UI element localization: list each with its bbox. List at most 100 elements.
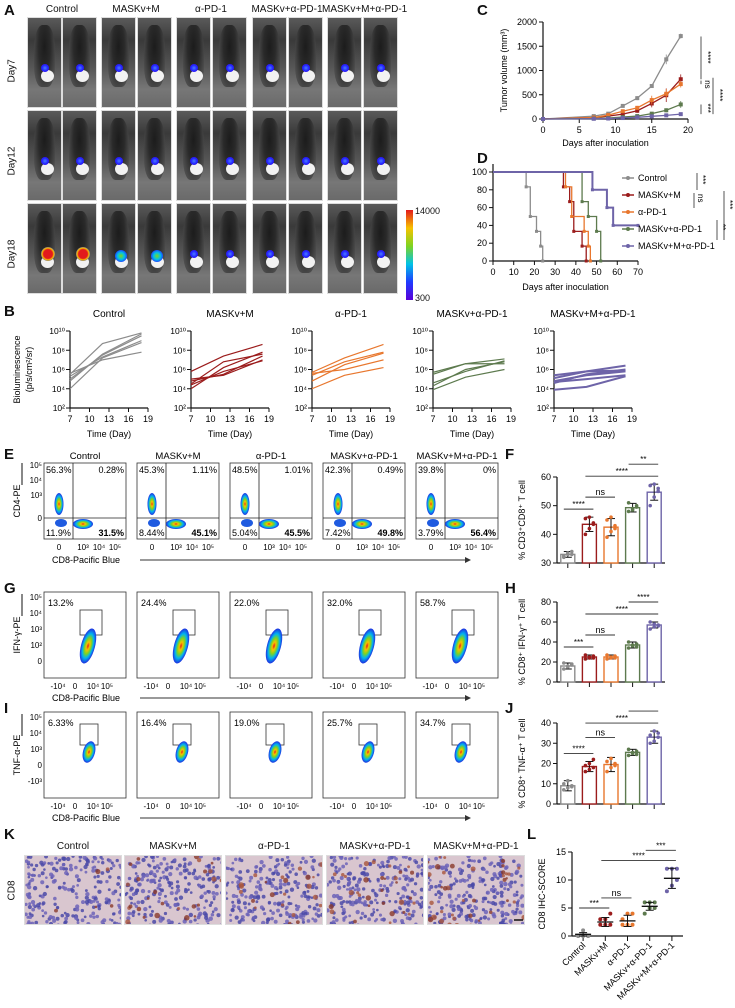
nucleus bbox=[118, 905, 121, 910]
sig-label: **** bbox=[637, 593, 649, 602]
nucleus bbox=[149, 870, 154, 875]
nucleus bbox=[276, 872, 281, 877]
colorbar-min-label: 300 bbox=[415, 293, 431, 303]
nucleus bbox=[334, 865, 338, 869]
nucleus bbox=[411, 909, 416, 914]
data-point bbox=[652, 729, 656, 733]
nucleus bbox=[144, 856, 148, 859]
mouse-trajectory bbox=[311, 352, 384, 382]
nucleus bbox=[182, 857, 187, 862]
panel-letter-l: L bbox=[527, 826, 537, 843]
nucleus bbox=[184, 876, 187, 880]
x-tick-label: 0 bbox=[445, 802, 450, 811]
x-tick-label: -10⁴ bbox=[237, 802, 253, 811]
nucleus bbox=[249, 875, 254, 880]
nucleus bbox=[415, 872, 420, 876]
nucleus bbox=[263, 911, 267, 916]
nucleus bbox=[437, 883, 442, 888]
data-point bbox=[583, 769, 588, 774]
nucleus bbox=[251, 916, 256, 920]
nucleus bbox=[515, 907, 519, 911]
nucleus bbox=[428, 858, 431, 862]
mouse-trajectory bbox=[69, 335, 142, 380]
data-point bbox=[620, 922, 625, 927]
x-tick-label: 10⁵ bbox=[380, 682, 392, 691]
nucleus bbox=[40, 880, 45, 885]
cd8-positive-cell bbox=[251, 898, 255, 903]
cd8-positive-cell bbox=[501, 858, 506, 864]
nucleus bbox=[216, 856, 221, 861]
nucleus bbox=[506, 887, 510, 892]
nucleus bbox=[507, 903, 512, 907]
nucleus bbox=[181, 924, 184, 925]
nucleus bbox=[54, 868, 59, 873]
x-axis-label: Time (Day) bbox=[208, 429, 252, 439]
data-point bbox=[562, 661, 566, 665]
nucleus bbox=[213, 907, 218, 912]
nucleus bbox=[483, 883, 487, 887]
cd8-positive-cell bbox=[438, 856, 442, 859]
data-point bbox=[664, 866, 669, 871]
cd8-positive-cell bbox=[367, 904, 371, 908]
data-point bbox=[678, 34, 683, 39]
nucleus bbox=[520, 921, 524, 924]
x-tick-label: -10⁴ bbox=[330, 682, 346, 691]
nucleus bbox=[499, 884, 504, 888]
data-point bbox=[620, 109, 625, 114]
data-point bbox=[642, 911, 647, 916]
nucleus bbox=[96, 900, 100, 904]
cd8-positive-cell bbox=[501, 870, 506, 875]
nucleus bbox=[276, 908, 281, 913]
cd8-positive-cell bbox=[191, 904, 197, 909]
nucleus bbox=[380, 918, 384, 922]
legend-label: MASKv+M+α-PD-1 bbox=[638, 241, 715, 251]
nucleus bbox=[197, 913, 202, 918]
group-label: α-PD-1 bbox=[195, 4, 227, 15]
censor-mark bbox=[528, 215, 532, 218]
nucleus bbox=[208, 903, 212, 908]
nucleus bbox=[220, 900, 221, 902]
cd8-positive-cell bbox=[128, 862, 133, 867]
ihc-image bbox=[24, 855, 122, 925]
tumor-signal bbox=[151, 250, 164, 263]
nucleus bbox=[63, 886, 68, 891]
nucleus bbox=[129, 886, 134, 891]
nucleus bbox=[474, 919, 479, 923]
nucleus bbox=[437, 900, 441, 904]
x-tick-label: -10⁴ bbox=[330, 802, 346, 811]
x-tick-label: 16 bbox=[607, 414, 617, 424]
data-point bbox=[652, 900, 657, 905]
tumor-halo bbox=[376, 69, 390, 82]
cd8-positive-cell bbox=[439, 918, 444, 924]
nucleus bbox=[447, 870, 453, 876]
nucleus bbox=[255, 865, 259, 869]
nucleus bbox=[134, 872, 138, 875]
nucleus bbox=[53, 896, 57, 901]
ihc-image bbox=[225, 855, 323, 925]
nucleus bbox=[504, 866, 508, 870]
nucleus bbox=[348, 895, 352, 898]
nucleus bbox=[178, 922, 181, 924]
nucleus bbox=[337, 885, 342, 890]
dn-population bbox=[148, 519, 160, 527]
nucleus bbox=[296, 904, 301, 909]
y-tick-label: 60 bbox=[541, 617, 551, 627]
nucleus bbox=[332, 856, 337, 859]
nucleus bbox=[125, 892, 128, 897]
cd8-positive-cell bbox=[343, 874, 347, 879]
mouse-trajectory bbox=[190, 343, 263, 372]
nucleus bbox=[117, 875, 121, 880]
group-label: α-PD-1 bbox=[258, 841, 290, 852]
cd8-positive-cell bbox=[383, 877, 387, 881]
nucleus bbox=[348, 921, 352, 924]
nucleus bbox=[477, 859, 482, 864]
nucleus bbox=[76, 883, 80, 887]
nucleus bbox=[420, 868, 423, 872]
tumor-halo bbox=[301, 162, 315, 175]
nucleus bbox=[504, 911, 509, 917]
nucleus bbox=[520, 883, 524, 887]
tumor-halo bbox=[40, 162, 54, 175]
x-tick-label: 10³ bbox=[170, 543, 182, 552]
nucleus bbox=[45, 920, 49, 924]
